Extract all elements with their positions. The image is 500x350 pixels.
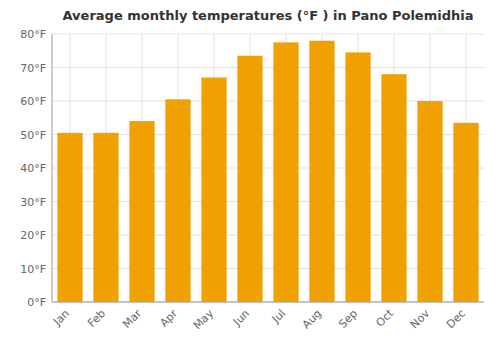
y-tick-label: 20°F [20,229,46,242]
x-tick-label: Jan [50,307,72,329]
x-tick-label: Apr [157,307,180,330]
bar [345,52,370,302]
y-tick-label: 80°F [20,28,46,41]
x-tick-label: Mar [120,307,144,331]
y-tick-label: 50°F [20,129,46,142]
bars [57,41,478,302]
bar [165,99,190,302]
x-tick-label: Dec [444,307,468,331]
chart-svg: Average monthly temperatures (°F ) in Pa… [0,0,500,350]
x-tick-label: Feb [85,307,108,330]
y-tick-label: 70°F [20,62,46,75]
bar [129,121,154,302]
bar [57,133,82,302]
y-grid-line [52,67,484,68]
bar [453,123,478,302]
grid [52,34,484,302]
bar [417,101,442,302]
bar [309,41,334,302]
y-tick-label: 10°F [20,263,46,276]
x-tick-label: Aug [300,307,324,331]
x-tick-label: Nov [408,307,433,332]
chart-title: Average monthly temperatures (°F ) in Pa… [63,8,474,23]
axes: 0°F 10°F 20°F 30°F 40°F 50°F 60°F 70°F 80°F Jan Fe… [20,28,484,332]
x-tick-label: Oct [373,306,396,329]
y-axis-line [52,34,53,302]
bar [237,56,262,302]
bar [273,42,298,302]
y-tick-label: 60°F [20,95,46,108]
y-tick-label: 0°F [27,296,46,309]
y-tick-label: 40°F [20,162,46,175]
x-tick-label: Jul [269,307,288,326]
x-tick-label: Jun [230,307,252,329]
bar [93,133,118,302]
chart-container: Average monthly temperatures (°F ) in Pa… [0,0,500,350]
x-tick-label: May [191,307,217,333]
y-tick-label: 30°F [20,196,46,209]
y-grid-line [52,34,484,35]
x-tick-label: Sep [336,307,360,331]
bar [381,74,406,302]
bar [201,78,226,302]
